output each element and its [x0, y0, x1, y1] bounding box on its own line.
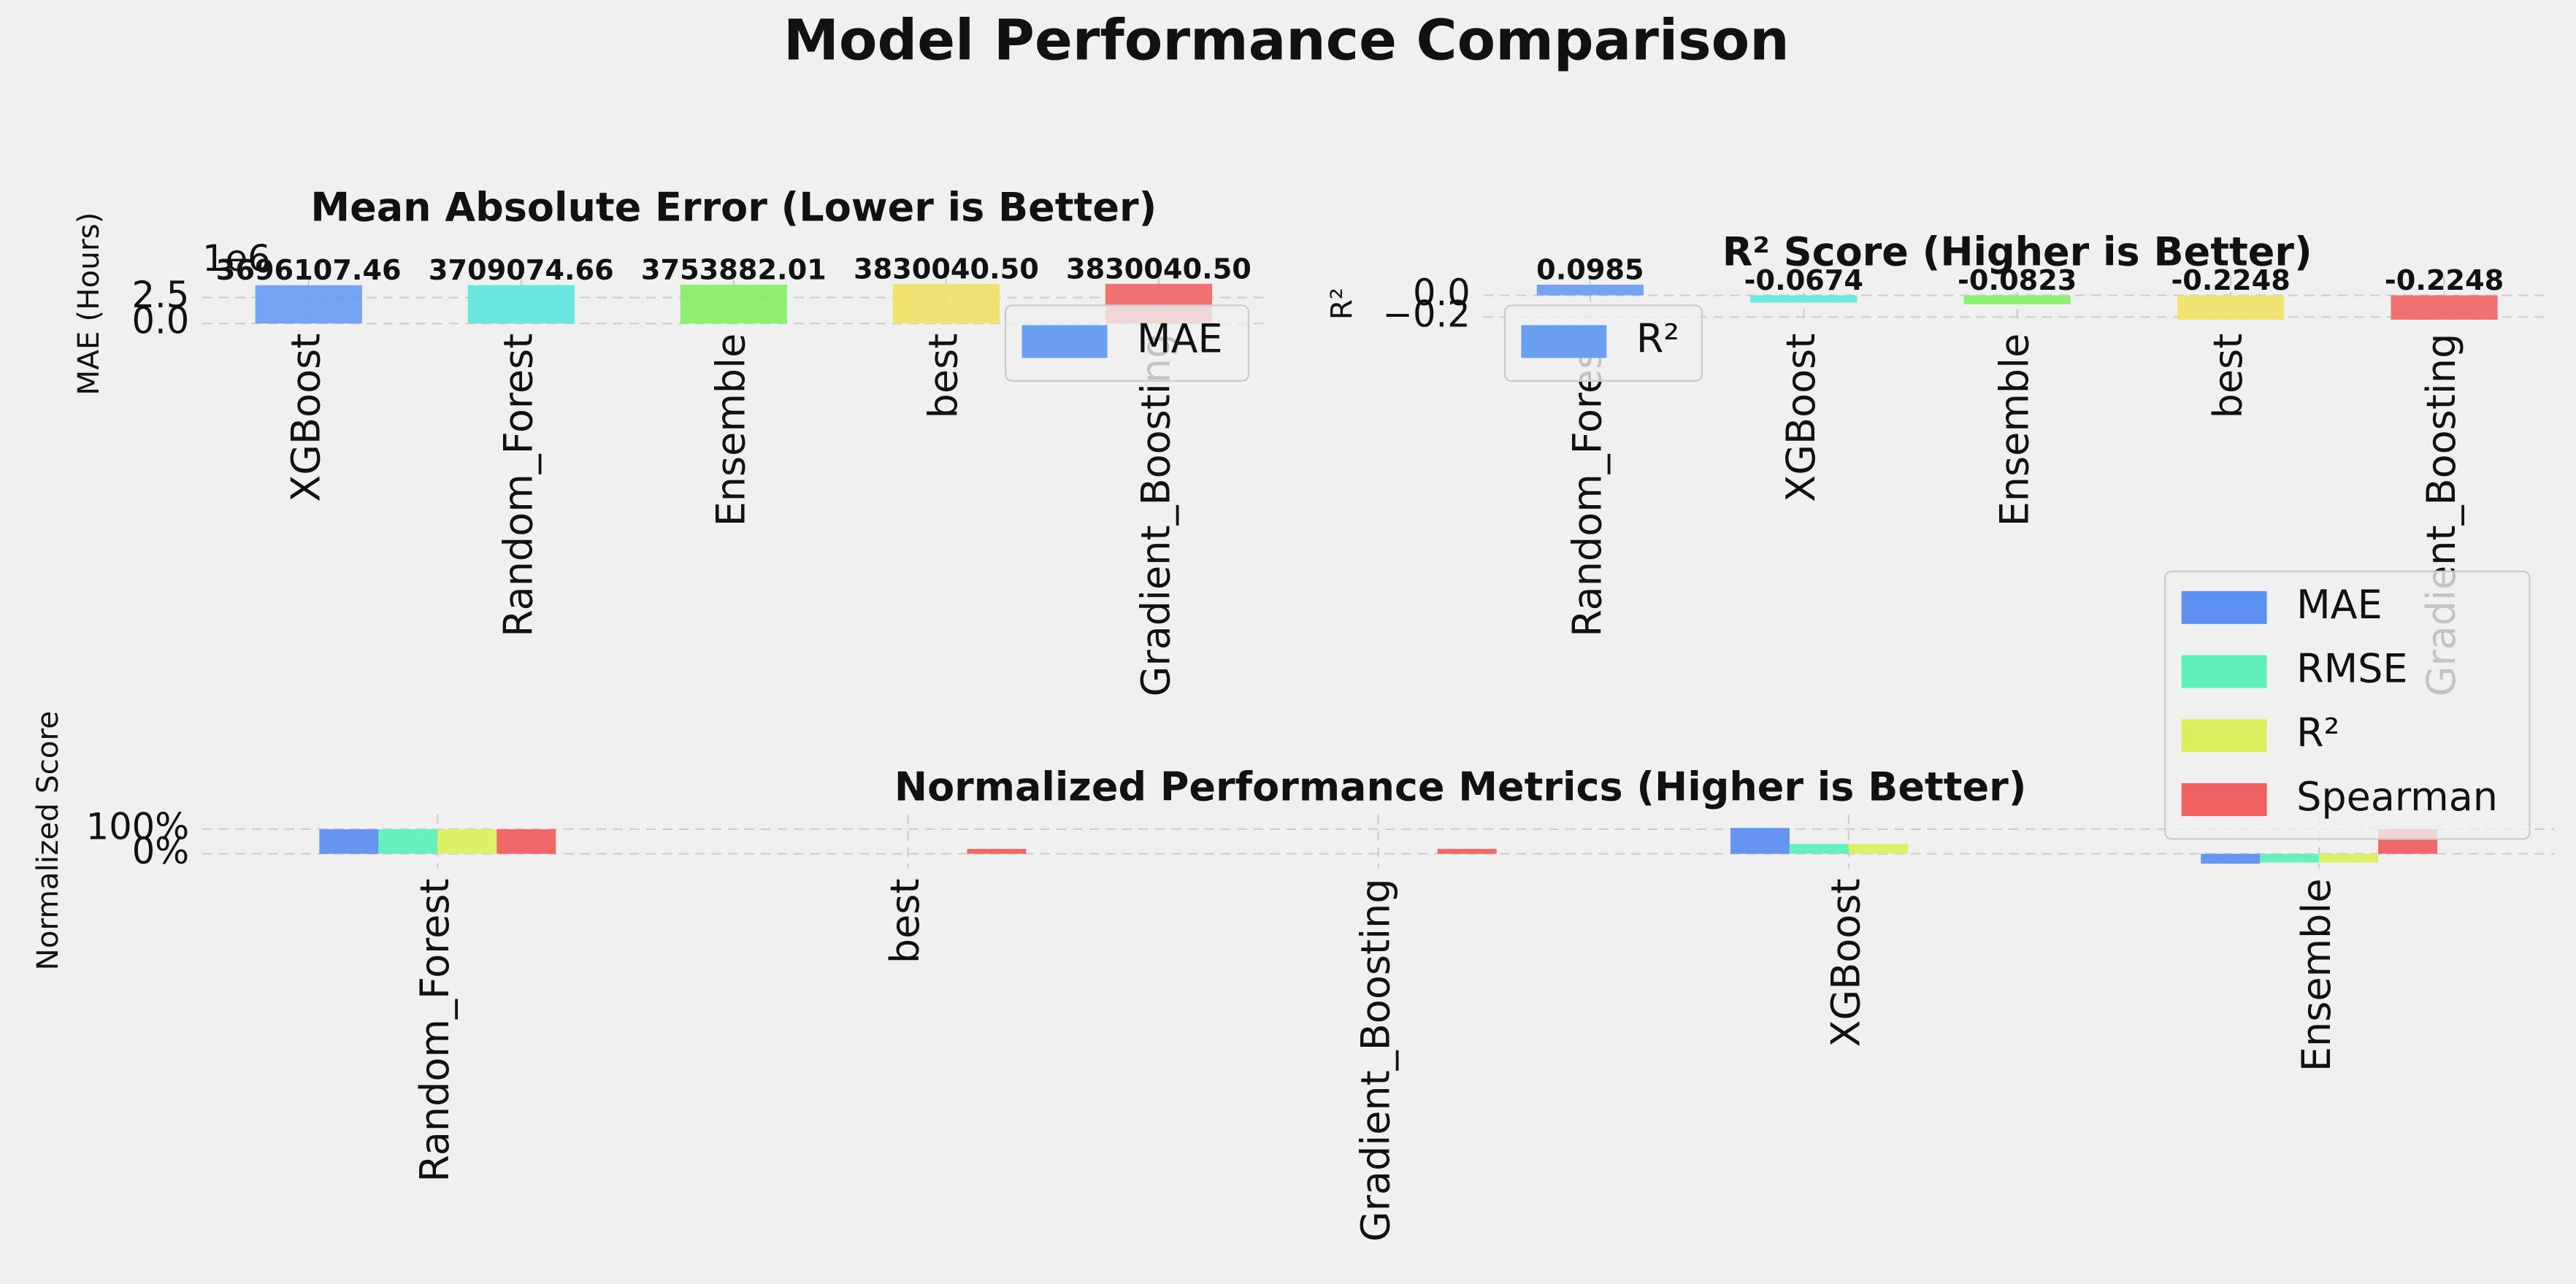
- bar: [2260, 853, 2320, 863]
- legend-swatch: [2181, 591, 2267, 624]
- legend-swatch: [2181, 783, 2267, 816]
- bar: [467, 285, 575, 324]
- legend-label: R²: [1636, 316, 1679, 362]
- legend-swatch: [2181, 719, 2267, 753]
- bar: [1789, 844, 1849, 854]
- x-tick-label: XGBoost: [1823, 878, 1869, 1047]
- bar: [2177, 295, 2285, 320]
- legend-swatch: [2181, 655, 2267, 688]
- value-label: 3753882.01: [641, 254, 827, 286]
- x-tick-label: XGBoost: [283, 334, 329, 502]
- bar: [437, 829, 497, 854]
- value-label: -0.0674: [1744, 265, 1863, 297]
- chart-title: Normalized Performance Metrics (Higher i…: [894, 764, 2027, 810]
- y-tick-label: 0%: [132, 830, 189, 872]
- x-tick-label: best: [882, 878, 928, 964]
- x-tick-label: Ensemble: [2293, 878, 2339, 1072]
- bar: [497, 829, 556, 854]
- legend-label: RMSE: [2296, 646, 2407, 692]
- x-tick-label: Random_Forest: [495, 334, 541, 637]
- legend-label: Spearman: [2296, 774, 2498, 820]
- bar: [2319, 853, 2379, 863]
- bar: [2201, 853, 2261, 864]
- y-tick-label: 100%: [86, 805, 189, 847]
- legend-label: MAE: [1137, 316, 1223, 362]
- y-axis-label: Normalized Score: [30, 711, 65, 971]
- bar: [1437, 848, 1497, 854]
- legend-label: MAE: [2296, 582, 2383, 628]
- bar: [1536, 284, 1644, 296]
- x-tick-label: Gradient_Boosting: [1352, 878, 1398, 1242]
- x-tick-label: Gradient_Boosting: [1133, 334, 1179, 697]
- bar: [1848, 844, 1908, 854]
- x-tick-label: XGBoost: [1778, 334, 1824, 502]
- chart-title: Mean Absolute Error (Lower is Better): [310, 185, 1157, 231]
- y-tick-label: 0.0: [1413, 272, 1471, 314]
- bar: [892, 283, 1000, 324]
- y-tick-label: 2.5: [132, 274, 190, 316]
- legend-box: [2164, 570, 2531, 840]
- value-label: 3709074.66: [429, 255, 614, 287]
- chart-title: R² Score (Higher is Better): [1722, 228, 2312, 274]
- bar: [1730, 828, 1790, 854]
- y-tick-label: −0.2: [1383, 293, 1471, 336]
- legend-swatch: [1021, 325, 1108, 358]
- legend-swatch: [1521, 325, 1607, 358]
- value-label: -0.2248: [2171, 265, 2290, 297]
- bar: [1963, 295, 2071, 304]
- bar: [967, 848, 1027, 854]
- x-tick-label: Ensemble: [708, 334, 754, 527]
- value-label: 3830040.50: [1066, 253, 1251, 285]
- x-tick-label: Ensemble: [1991, 334, 2037, 527]
- legend-label: R²: [2296, 710, 2339, 756]
- bar: [255, 285, 362, 324]
- value-label: 0.0985: [1536, 254, 1644, 286]
- x-tick-label: best: [921, 334, 967, 419]
- value-label: -0.0823: [1958, 265, 2077, 297]
- bar: [378, 829, 438, 854]
- x-tick-label: Random_Forest: [412, 878, 458, 1182]
- x-tick-label: best: [2205, 334, 2251, 419]
- legend-box: [1004, 304, 1250, 382]
- value-label: 3696107.46: [216, 255, 402, 287]
- figure-title: Model Performance Comparison: [783, 9, 1790, 74]
- bar: [1750, 295, 1858, 303]
- y-offset-label: 1e6: [202, 237, 270, 280]
- x-tick-label: Random_Forest: [1565, 334, 1611, 637]
- value-label: 3830040.50: [854, 253, 1039, 285]
- y-tick-label: 0.0: [132, 300, 190, 342]
- value-label: -0.2248: [2385, 265, 2504, 297]
- bar: [680, 284, 787, 324]
- y-axis-label: R²: [1324, 288, 1359, 320]
- bar: [319, 829, 379, 854]
- y-axis-label: MAE (Hours): [71, 212, 106, 396]
- bar: [2391, 295, 2498, 320]
